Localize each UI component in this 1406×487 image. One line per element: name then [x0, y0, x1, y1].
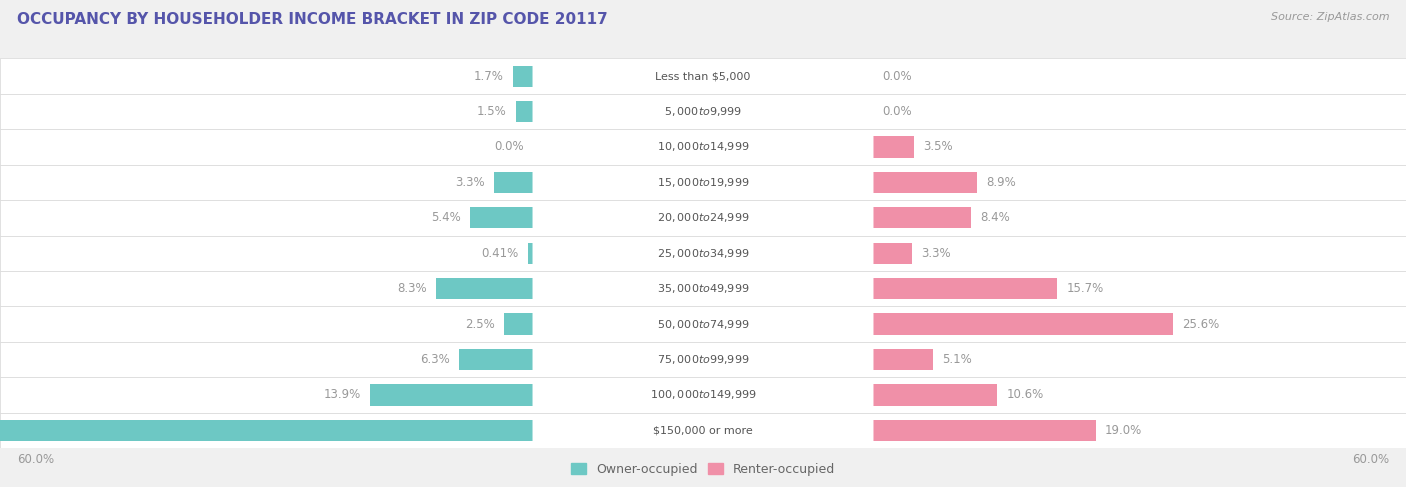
Bar	[0, 236, 1406, 271]
Bar	[516, 101, 533, 122]
FancyBboxPatch shape	[533, 241, 873, 265]
Text: 3.5%: 3.5%	[924, 140, 953, 153]
Text: 8.4%: 8.4%	[981, 211, 1011, 225]
Bar	[0, 412, 1406, 448]
Bar	[0, 377, 1406, 412]
Bar	[436, 278, 533, 300]
Text: 1.5%: 1.5%	[477, 105, 506, 118]
Text: 13.9%: 13.9%	[323, 389, 361, 401]
Text: 25.6%: 25.6%	[1182, 318, 1219, 331]
Bar	[873, 172, 977, 193]
Text: 19.0%: 19.0%	[1105, 424, 1142, 437]
Bar	[503, 314, 533, 335]
Bar	[470, 207, 533, 228]
Bar	[0, 94, 1406, 129]
Text: 10.6%: 10.6%	[1007, 389, 1043, 401]
FancyBboxPatch shape	[533, 206, 873, 230]
Bar	[0, 271, 1406, 306]
Bar	[0, 420, 533, 441]
Text: $75,000 to $99,999: $75,000 to $99,999	[657, 353, 749, 366]
Text: 5.1%: 5.1%	[942, 353, 972, 366]
Bar	[873, 420, 1095, 441]
FancyBboxPatch shape	[533, 347, 873, 372]
Text: Source: ZipAtlas.com: Source: ZipAtlas.com	[1271, 12, 1389, 22]
FancyBboxPatch shape	[533, 134, 873, 159]
Text: 60.0%: 60.0%	[1353, 453, 1389, 466]
Bar	[0, 129, 1406, 165]
Text: $5,000 to $9,999: $5,000 to $9,999	[664, 105, 742, 118]
FancyBboxPatch shape	[533, 418, 873, 443]
Text: $20,000 to $24,999: $20,000 to $24,999	[657, 211, 749, 225]
Bar	[495, 172, 533, 193]
Text: $15,000 to $19,999: $15,000 to $19,999	[657, 176, 749, 189]
Bar	[0, 342, 1406, 377]
Bar	[0, 200, 1406, 236]
Text: Less than $5,000: Less than $5,000	[655, 71, 751, 81]
Bar	[873, 314, 1173, 335]
Text: $50,000 to $74,999: $50,000 to $74,999	[657, 318, 749, 331]
Bar	[460, 349, 533, 370]
Bar	[873, 207, 972, 228]
Bar	[873, 243, 911, 264]
Bar	[529, 243, 533, 264]
Bar	[873, 349, 932, 370]
Legend: Owner-occupied, Renter-occupied: Owner-occupied, Renter-occupied	[571, 463, 835, 476]
Text: 0.0%: 0.0%	[883, 70, 912, 83]
Bar	[0, 306, 1406, 342]
Text: 3.3%: 3.3%	[456, 176, 485, 189]
FancyBboxPatch shape	[533, 312, 873, 337]
FancyBboxPatch shape	[533, 64, 873, 89]
FancyBboxPatch shape	[533, 170, 873, 195]
Text: 8.3%: 8.3%	[396, 282, 426, 295]
Bar	[873, 136, 914, 158]
FancyBboxPatch shape	[533, 382, 873, 407]
Bar	[873, 384, 997, 406]
Text: 1.7%: 1.7%	[474, 70, 503, 83]
Text: 0.0%: 0.0%	[494, 140, 524, 153]
FancyBboxPatch shape	[533, 276, 873, 301]
Text: 0.41%: 0.41%	[482, 247, 519, 260]
Text: $25,000 to $34,999: $25,000 to $34,999	[657, 247, 749, 260]
Text: 8.9%: 8.9%	[987, 176, 1017, 189]
Bar	[0, 58, 1406, 94]
Text: 15.7%: 15.7%	[1066, 282, 1104, 295]
Text: 2.5%: 2.5%	[465, 318, 495, 331]
Text: $100,000 to $149,999: $100,000 to $149,999	[650, 389, 756, 401]
Text: 3.3%: 3.3%	[921, 247, 950, 260]
Text: $10,000 to $14,999: $10,000 to $14,999	[657, 140, 749, 153]
FancyBboxPatch shape	[533, 99, 873, 124]
Bar	[0, 165, 1406, 200]
Text: OCCUPANCY BY HOUSEHOLDER INCOME BRACKET IN ZIP CODE 20117: OCCUPANCY BY HOUSEHOLDER INCOME BRACKET …	[17, 12, 607, 27]
Bar	[370, 384, 533, 406]
Text: 0.0%: 0.0%	[883, 105, 912, 118]
Text: $150,000 or more: $150,000 or more	[654, 425, 752, 435]
Bar	[873, 278, 1057, 300]
Text: 60.0%: 60.0%	[17, 453, 53, 466]
Bar	[513, 66, 533, 87]
Text: $35,000 to $49,999: $35,000 to $49,999	[657, 282, 749, 295]
Text: 6.3%: 6.3%	[420, 353, 450, 366]
Text: 5.4%: 5.4%	[430, 211, 461, 225]
